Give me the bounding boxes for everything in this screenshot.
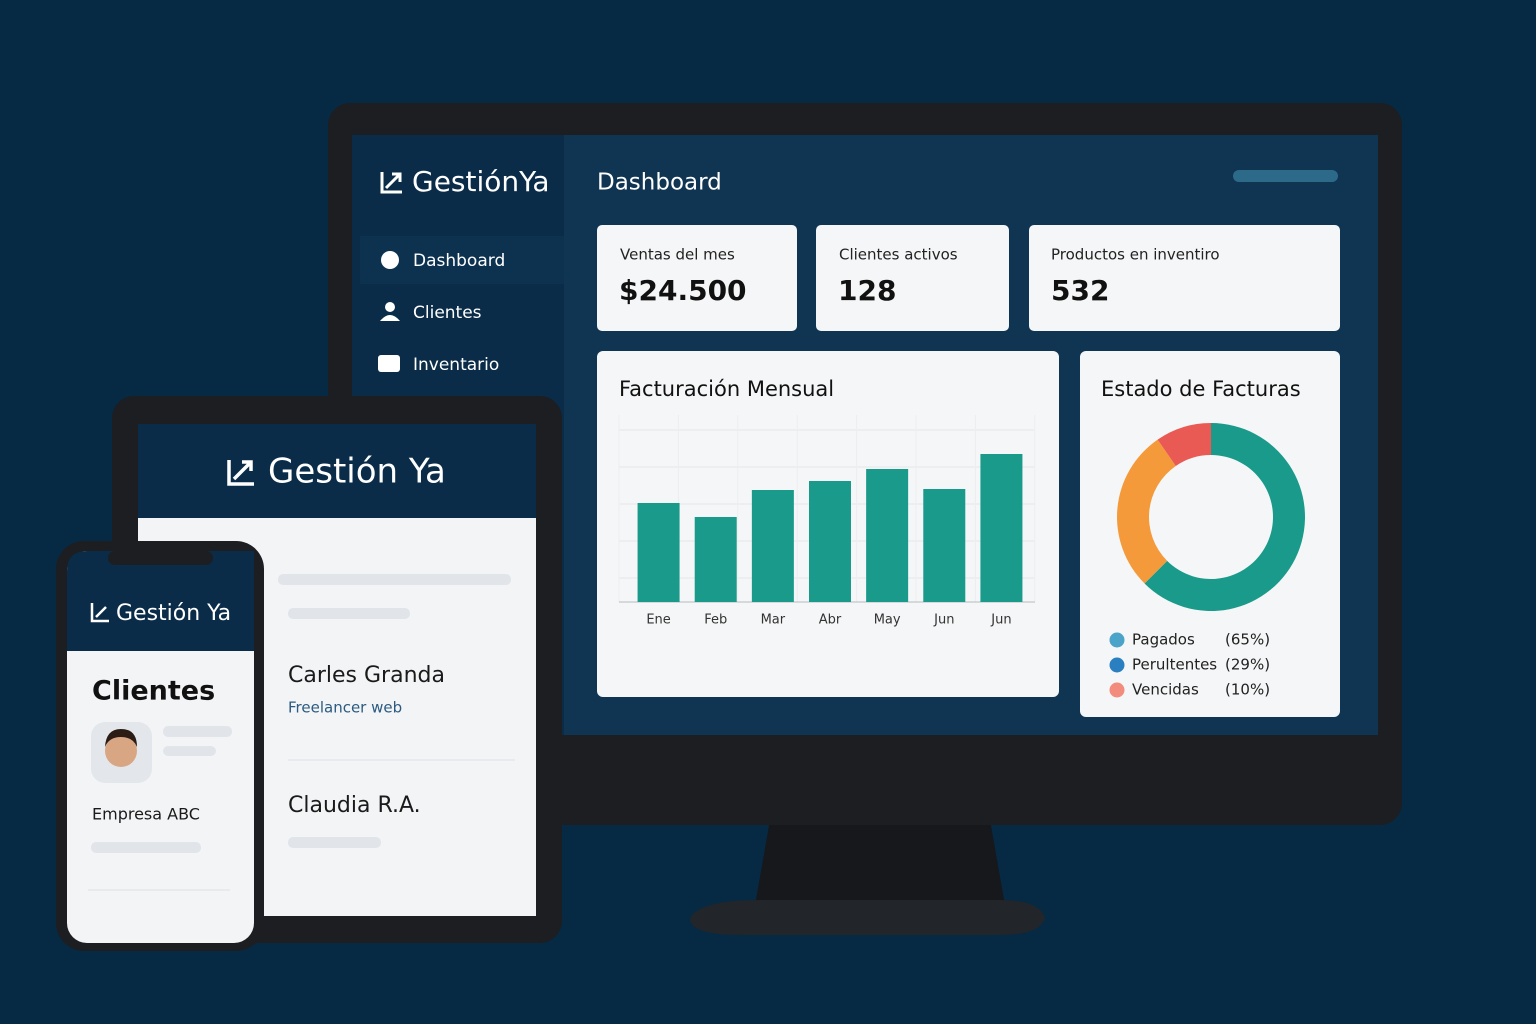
pie-card: [1080, 351, 1340, 717]
skeleton: [163, 746, 216, 756]
pie-chart: Pagados (65%) Perultentes (29%) Vencidas (10%…: [1109, 423, 1305, 699]
monitor-base: [690, 900, 1045, 935]
tablet-logo: Gestión Ya: [268, 452, 446, 492]
card: [1029, 225, 1340, 331]
avatar-hair: [105, 729, 137, 747]
card: [597, 225, 797, 331]
chart-title: Estado de Facturas: [1101, 377, 1301, 401]
card-value: 128: [838, 274, 896, 307]
logo-icon: [380, 172, 402, 194]
header-pill: [1233, 170, 1338, 182]
x-tick-label: Abr: [819, 613, 842, 628]
menu-icon: [385, 302, 395, 312]
skeleton: [163, 726, 232, 737]
bar: [637, 503, 680, 602]
skeleton: [288, 837, 381, 848]
phone-title: Clientes: [92, 676, 215, 707]
x-tick-label: Ene: [646, 613, 670, 628]
chart-title: Facturación Mensual: [619, 377, 834, 401]
bar-chart: Ene Feb Mar Abr May Jun Jun: [618, 415, 1036, 628]
skeleton: [278, 574, 511, 585]
card: [816, 225, 1009, 331]
card-value: $24.500: [619, 274, 747, 307]
monitor-neck: [755, 820, 1005, 905]
x-tick-label: Jun: [990, 613, 1011, 628]
logo: GestiónYa: [412, 165, 550, 198]
legend-dot: [1109, 657, 1125, 673]
legend-label: Pagados: [1132, 631, 1195, 649]
value-label: (29%): [1225, 656, 1270, 674]
bar: [694, 517, 737, 602]
legend-label: Vencidas: [1132, 681, 1199, 699]
value-label: (65%): [1225, 631, 1270, 649]
phone-header: [67, 551, 254, 651]
skeleton: [91, 842, 201, 853]
page-title: Dashboard: [597, 170, 722, 196]
menu-item[interactable]: Inventario: [413, 355, 499, 375]
tablet-header: [138, 424, 536, 518]
card-label: Clientes activos: [839, 246, 958, 264]
card-label: Ventas del mes: [620, 246, 735, 264]
company: Empresa ABC: [92, 805, 200, 824]
pie-slice: [1157, 423, 1211, 466]
contact-name: Carles Granda: [288, 663, 445, 688]
phone-notch: [108, 551, 213, 565]
x-tick-label: May: [874, 613, 901, 628]
legend-dot: [1109, 632, 1125, 648]
x-tick-label: Feb: [704, 613, 727, 628]
bar: [866, 469, 909, 602]
value-label: (10%): [1225, 681, 1270, 699]
avatar-face: [105, 735, 137, 767]
x-tick-label: Jun: [933, 613, 954, 628]
menu-item[interactable]: Clientes: [413, 303, 482, 323]
contact-role: Freelancer web: [288, 699, 402, 717]
x-tick-label: Mar: [761, 613, 786, 628]
menu-icon: [381, 251, 399, 269]
skeleton: [288, 608, 410, 619]
phone-logo: Gestión Ya: [116, 601, 231, 626]
card-label: Productos en inventiro: [1051, 246, 1220, 264]
menu-item[interactable]: Dashboard: [413, 251, 505, 271]
menu-icon: [378, 355, 400, 372]
card-value: 532: [1051, 274, 1109, 307]
menu-icon: [380, 315, 400, 321]
bar: [980, 454, 1023, 602]
legend-dot: [1109, 682, 1125, 698]
bar: [923, 489, 966, 602]
pie-slice: [1117, 439, 1176, 584]
bar: [809, 481, 851, 602]
bar: [751, 490, 794, 602]
pie-slice: [1144, 423, 1305, 611]
logo-icon: [227, 460, 254, 486]
legend-label: Perultentes: [1132, 656, 1217, 674]
contact-name: Claudia R.A.: [288, 793, 421, 818]
logo-icon: [90, 603, 109, 623]
